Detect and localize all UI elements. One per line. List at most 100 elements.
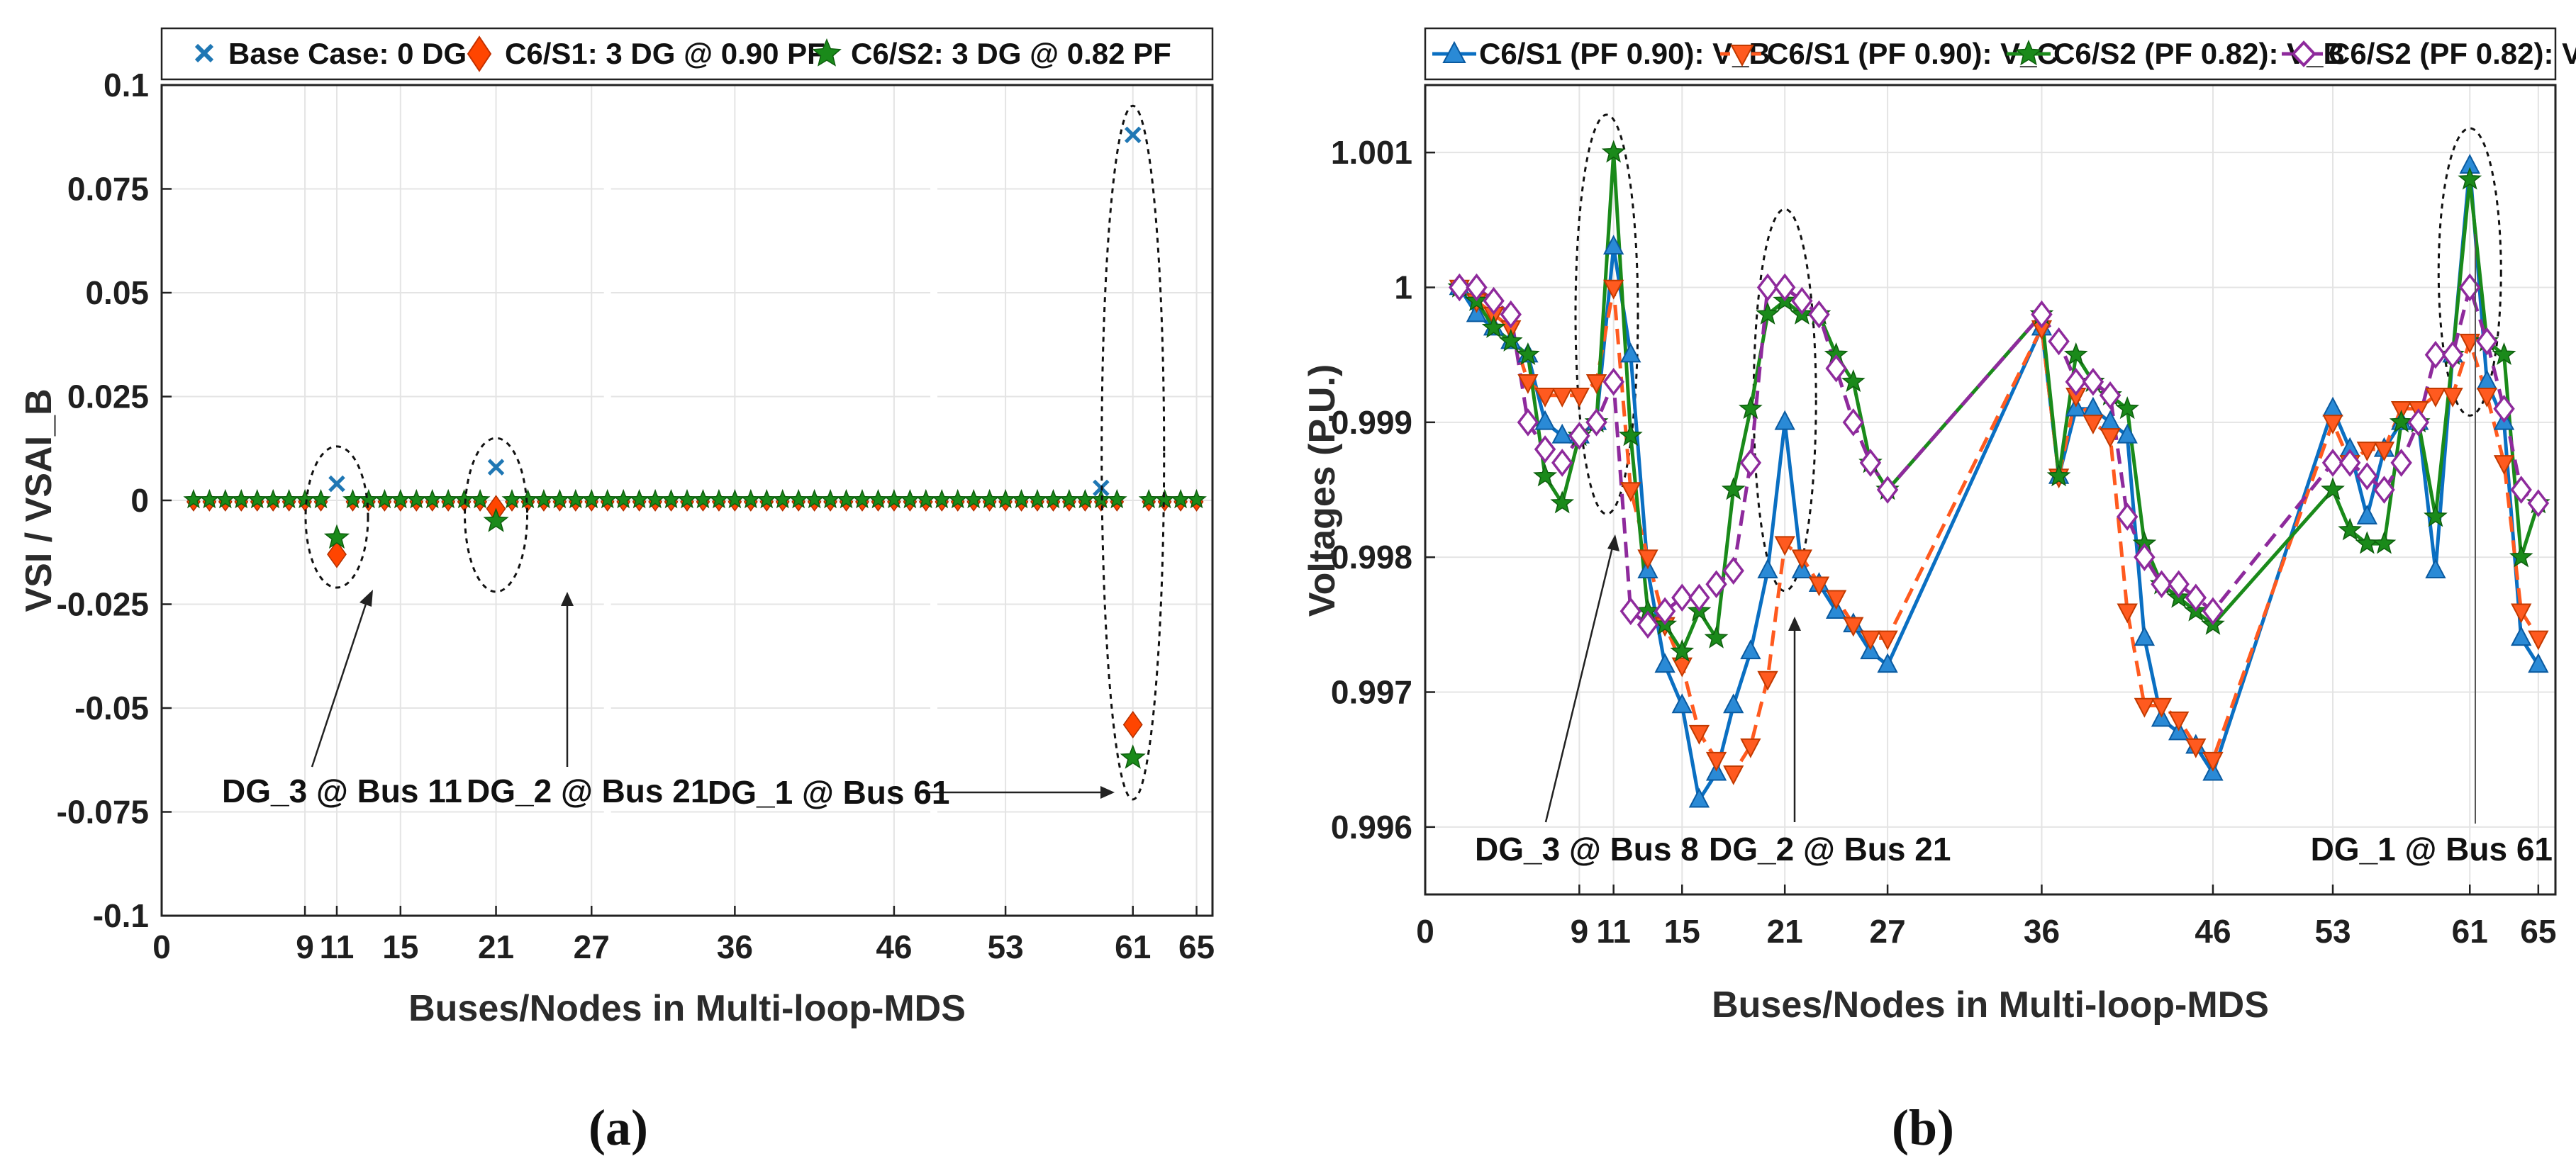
data-point-c6s2-vc <box>1466 273 1488 302</box>
legend-label-c6s1: C6/S1: 3 DG @ 0.90 PF <box>505 37 825 70</box>
data-point-c6s1-vc <box>1774 536 1795 556</box>
data-point-c6s2-vc <box>2099 381 2121 410</box>
legend-marker-c6s2 <box>812 38 842 67</box>
annotation-dg3-b: DG_3 @ Bus 8 <box>1475 831 1699 868</box>
data-point-c6s1-vb <box>1723 693 1744 714</box>
data-point-base-case <box>1124 126 1142 144</box>
data-point-c6s2-vc <box>1859 449 1882 477</box>
data-point-c6s1-vb <box>2117 423 2138 444</box>
data-point-c6s1-vc <box>2168 711 2190 731</box>
x-tick-label: 27 <box>574 928 610 965</box>
data-point-c6s1-vc <box>2442 388 2463 408</box>
highlight-ellipse <box>304 445 369 589</box>
y-tick-label: -0.1 <box>93 897 149 934</box>
data-point-c6s1-vc <box>2459 333 2480 354</box>
data-point-c6s1-vc <box>2202 751 2224 772</box>
x-tick-label: 0 <box>152 928 171 965</box>
data-point-c6s1 <box>327 540 347 568</box>
legend-marker-c6s2-vc <box>2282 40 2326 67</box>
x-tick-label: 61 <box>1115 928 1151 965</box>
data-point-c6s2-vc <box>1842 408 1864 437</box>
x-tick-label: 15 <box>382 928 418 965</box>
panel-b-y-ticks: 0.996 0.997 0.998 0.999 1 1.001 <box>1331 134 1435 846</box>
annotation-arrowhead-dg3-b <box>1607 534 1619 551</box>
data-point-c6s2-vc <box>2527 489 2550 517</box>
data-point-c6s2-vb <box>2372 531 2397 554</box>
data-point-c6s2-vc <box>1449 273 1471 302</box>
data-point-c6s2 <box>1106 488 1127 509</box>
data-point-c6s2-vb <box>1670 639 1695 662</box>
data-point-c6s2-vc <box>1808 300 1830 329</box>
data-point-c6s1-vc <box>2425 388 2446 408</box>
data-point-c6s2-vc <box>2048 327 2070 356</box>
data-point-c6s1-vc <box>1808 576 1830 597</box>
highlight-ellipse <box>1574 113 1639 515</box>
data-point-c6s1-vb <box>2425 559 2446 578</box>
x-tick-label: 46 <box>876 928 912 965</box>
data-point-c6s2-vc <box>1671 583 1693 612</box>
legend-star-shape <box>2015 40 2042 66</box>
data-point-c6s2-vb <box>2424 504 2448 527</box>
data-point-c6s1-vc <box>2373 442 2395 461</box>
data-point-c6s1-vc <box>1723 765 1744 785</box>
data-point-c6s1-vc <box>1705 751 1727 772</box>
data-point-c6s1-vc <box>1757 670 1778 691</box>
data-point-base-case <box>487 459 505 476</box>
x-tick-label: 9 <box>1571 913 1589 950</box>
data-point-c6s2-vc <box>1568 422 1590 450</box>
data-point-c6s2-vb <box>1704 625 1729 649</box>
legend-label-c6s2-vc: C6/S2 (PF 0.82): V_C <box>2329 37 2576 70</box>
data-point-c6s2-vb <box>2338 517 2363 541</box>
data-point-c6s1-vb <box>2528 653 2549 673</box>
data-point-c6s1-vc <box>1637 549 1658 570</box>
data-point-c6s2-vc <box>2151 570 2173 599</box>
data-point-c6s1-vc <box>2151 697 2173 718</box>
data-point-c6s2-vc <box>1722 556 1744 585</box>
legend-label-base-case: Base Case: 0 DG <box>228 37 467 70</box>
y-tick-label: 0.998 <box>1331 539 1412 576</box>
panel-b-highlight-ellipses <box>1574 113 2502 593</box>
data-point-c6s2-vb <box>1533 464 1557 487</box>
data-point-c6s2-vc <box>1517 408 1539 437</box>
data-point-c6s1 <box>1122 710 1143 739</box>
data-point-c6s2-vc <box>2356 462 2378 490</box>
legend-marker-c6s1-vb <box>1432 40 1476 63</box>
data-point-c6s1-vc <box>1568 388 1590 408</box>
data-point-c6s2-vb <box>1550 490 1575 514</box>
annotation-arrow-dg3-a <box>311 595 370 768</box>
data-point-c6s1-vc <box>1877 630 1898 651</box>
data-point-c6s1-vc <box>1860 630 1881 651</box>
x-tick-label: 65 <box>1178 928 1215 965</box>
data-point-c6s1-vc <box>2476 388 2498 408</box>
y-tick-label: -0.025 <box>57 586 149 623</box>
data-point-c6s2-vb <box>1841 369 1866 393</box>
data-point-c6s2-vc <box>1756 273 1779 302</box>
y-tick-label: 0.997 <box>1331 674 1412 711</box>
y-tick-label: 1.001 <box>1331 134 1412 171</box>
panel-b-legend: C6/S1 (PF 0.90): V_B C6/S1 (PF 0.90): V_… <box>1424 27 2576 81</box>
data-point-c6s1-vb <box>1757 559 1778 578</box>
data-point-c6s2-vc <box>1534 435 1556 464</box>
data-point-c6s1-vb <box>1877 653 1898 673</box>
data-point-c6s1-vc <box>2356 442 2377 461</box>
data-point-c6s1-vc <box>1534 388 1556 408</box>
data-point-c6s1-vb <box>1671 693 1693 714</box>
panel-b-annotations: DG_3 @ Bus 8 DG_2 @ Bus 21 DG_1 @ Bus 61 <box>1475 234 2553 868</box>
data-point-c6s2-vb <box>1498 328 1523 352</box>
data-point-c6s2-vc <box>2476 327 2498 356</box>
panel-a-x-axis-label: Buses/Nodes in Multi-loop-MDS <box>408 988 966 1029</box>
data-point-c6s2-vc <box>1500 300 1522 329</box>
y-tick-label: 0.996 <box>1331 809 1412 846</box>
data-point-c6s2-vc <box>1654 597 1676 626</box>
data-point-c6s2 <box>469 488 491 509</box>
panel-b-x-axis-label: Buses/Nodes in Multi-loop-MDS <box>1712 984 2269 1026</box>
panel-a-legend-box <box>160 27 1214 81</box>
y-tick-label: 0.999 <box>1331 404 1412 441</box>
data-point-c6s2-vb <box>2321 477 2345 500</box>
panel-a-x-ticks: 0 9 11 15 21 27 36 46 53 61 65 <box>152 906 1215 965</box>
panel-a-y-ticks: -0.1 -0.075 -0.05 -0.025 0 0.025 0.05 0.075 0.1 <box>57 67 172 934</box>
data-point-c6s1-vb <box>1688 787 1710 808</box>
legend-marker-c6s1-vc <box>1720 45 1764 67</box>
data-point-c6s2-vc <box>2338 449 2361 477</box>
data-point-c6s1-vc <box>1825 590 1847 610</box>
